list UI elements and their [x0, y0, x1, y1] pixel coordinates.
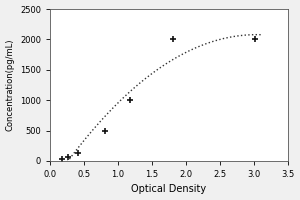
X-axis label: Optical Density: Optical Density: [131, 184, 206, 194]
Y-axis label: Concentration(pg/mL): Concentration(pg/mL): [6, 39, 15, 131]
